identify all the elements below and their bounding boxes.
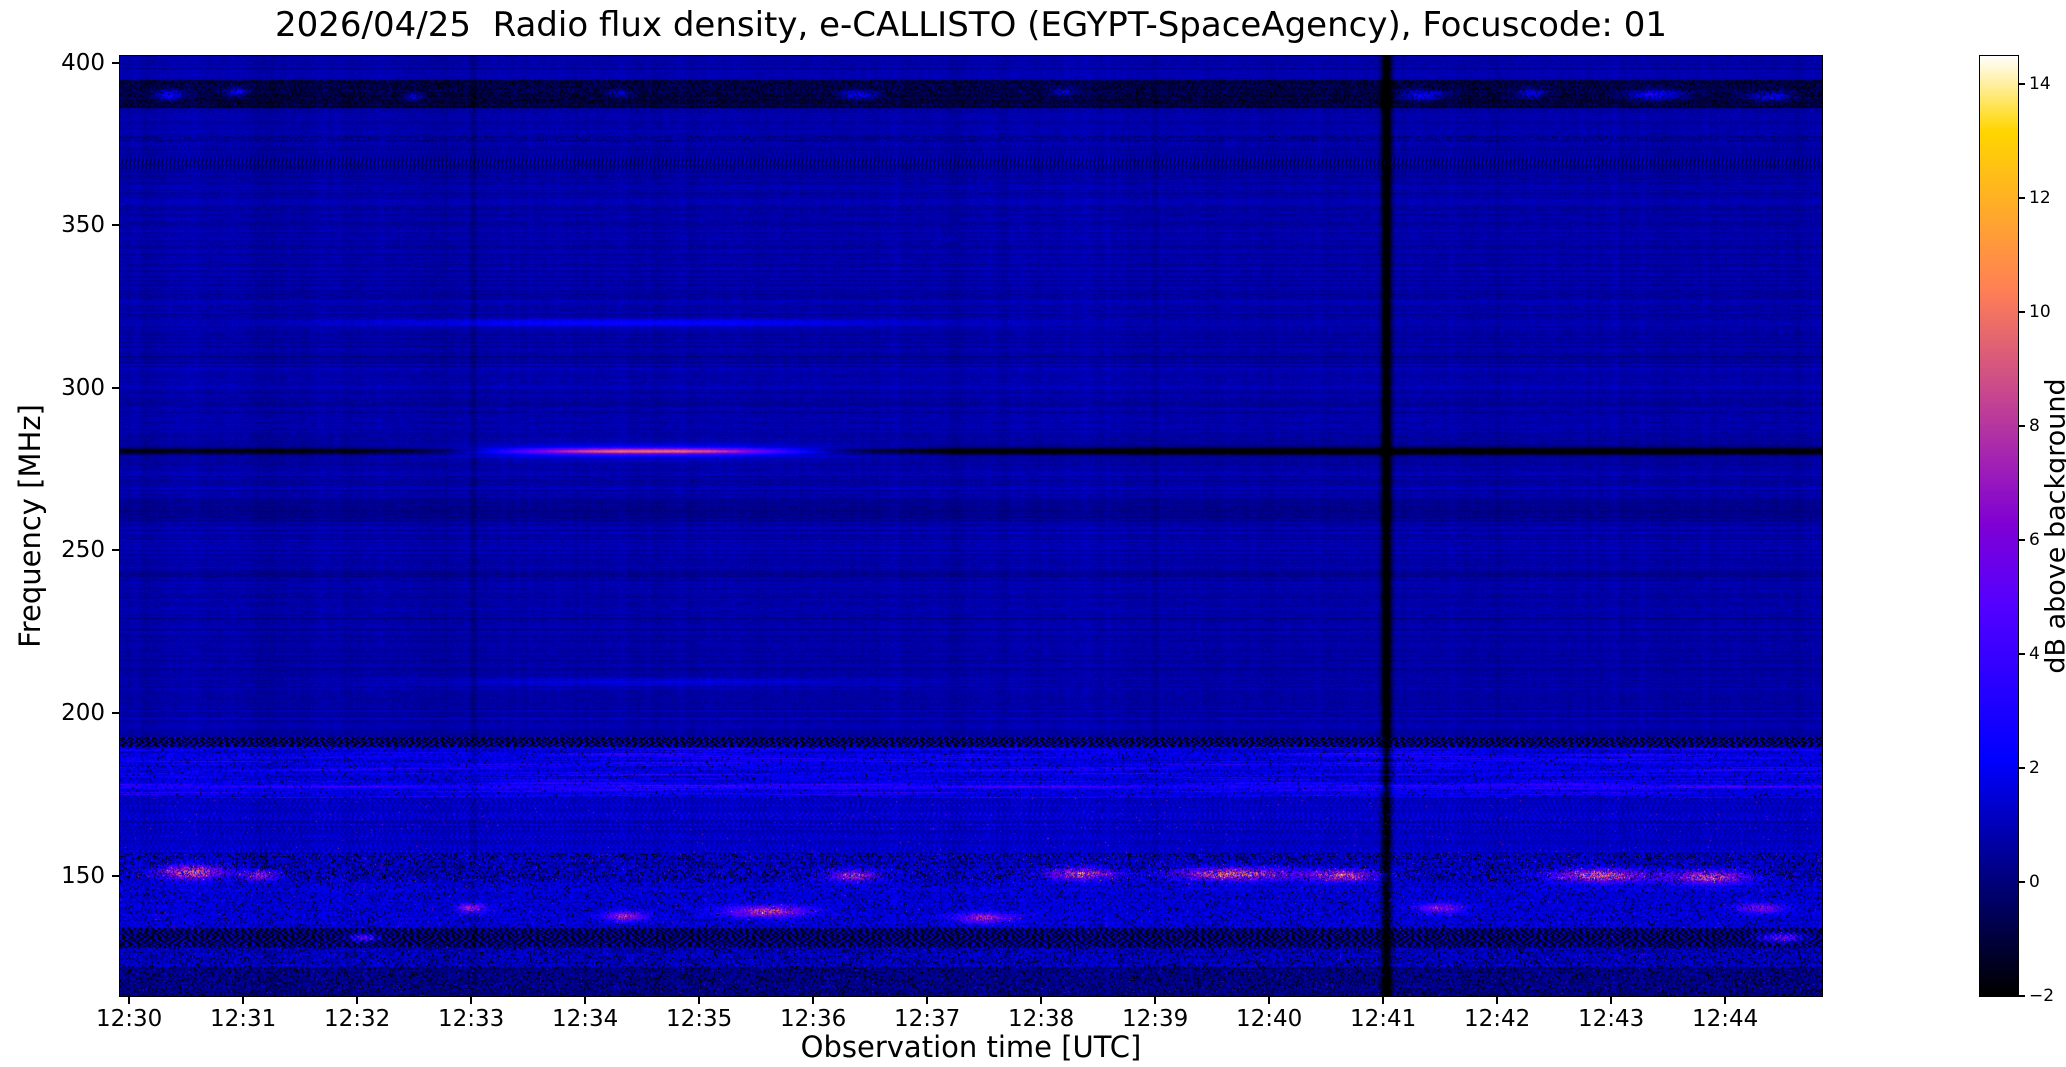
colorbar-tick-label: 2 xyxy=(2029,758,2040,779)
x-tick-mark xyxy=(698,996,701,1004)
colorbar-tick-label: 6 xyxy=(2029,530,2040,551)
x-tick-mark xyxy=(926,996,929,1004)
y-tick-mark xyxy=(112,386,120,389)
colorbar-tick-label: 8 xyxy=(2029,416,2040,437)
x-tick-label: 12:44 xyxy=(1691,1006,1759,1032)
colorbar-tick-mark xyxy=(2018,653,2025,656)
y-tick-mark xyxy=(112,549,120,552)
x-tick-label: 12:31 xyxy=(209,1006,277,1032)
x-tick-label: 12:32 xyxy=(323,1006,391,1032)
y-axis-label: Frequency [MHz] xyxy=(13,404,47,648)
colorbar-tick-mark xyxy=(2018,425,2025,428)
x-tick-mark xyxy=(242,996,245,1004)
x-tick-label: 12:33 xyxy=(437,1006,505,1032)
y-tick-mark xyxy=(112,61,120,64)
colorbar-tick-label: 10 xyxy=(2029,302,2051,323)
x-tick-label: 12:34 xyxy=(551,1006,619,1032)
y-tick-label: 350 xyxy=(61,212,105,239)
colorbar-tick-mark xyxy=(2018,995,2025,997)
colorbar-tick-label: 4 xyxy=(2029,644,2040,665)
x-tick-mark xyxy=(584,996,587,1004)
x-tick-label: 12:35 xyxy=(665,1006,733,1032)
x-tick-label: 12:38 xyxy=(1007,1006,1075,1032)
y-tick-label: 150 xyxy=(61,862,105,889)
y-tick-label: 400 xyxy=(61,49,105,76)
y-tick-mark xyxy=(112,874,120,877)
y-tick-mark xyxy=(112,224,120,227)
x-tick-label: 12:30 xyxy=(95,1006,163,1032)
colorbar-tick-label: 0 xyxy=(2029,872,2040,893)
colorbar-tick-label: −2 xyxy=(2029,986,2055,1006)
x-tick-mark xyxy=(128,996,131,1004)
x-tick-label: 12:42 xyxy=(1463,1006,1531,1032)
colorbar-tick-mark xyxy=(2018,539,2025,542)
y-tick-mark xyxy=(112,712,120,715)
colorbar-canvas xyxy=(1980,56,2018,996)
x-tick-label: 12:40 xyxy=(1235,1006,1303,1032)
spectrogram-canvas xyxy=(120,56,1822,996)
x-tick-mark xyxy=(1724,996,1727,1004)
x-tick-mark xyxy=(1040,996,1043,1004)
colorbar-tick-mark xyxy=(2018,881,2025,884)
x-tick-mark xyxy=(812,996,815,1004)
colorbar-tick-mark xyxy=(2018,197,2025,200)
x-axis-label: Observation time [UTC] xyxy=(800,1030,1142,1064)
x-tick-label: 12:43 xyxy=(1577,1006,1645,1032)
x-tick-label: 12:41 xyxy=(1349,1006,1417,1032)
colorbar-tick-label: 12 xyxy=(2029,188,2051,209)
x-tick-mark xyxy=(1382,996,1385,1004)
colorbar-tick-mark xyxy=(2018,767,2025,770)
colorbar-tick-mark xyxy=(2018,311,2025,314)
x-tick-mark xyxy=(1154,996,1157,1004)
chart-title: 2026/04/25 Radio flux density, e-CALLIST… xyxy=(275,5,1667,45)
x-tick-label: 12:39 xyxy=(1121,1006,1189,1032)
x-tick-mark xyxy=(1268,996,1271,1004)
colorbar-tick-mark xyxy=(2018,83,2025,86)
colorbar-tick-label: 14 xyxy=(2029,74,2051,95)
y-tick-label: 250 xyxy=(61,537,105,564)
x-tick-mark xyxy=(356,996,359,1004)
colorbar-label: dB above background xyxy=(2040,378,2066,674)
x-tick-mark xyxy=(1496,996,1499,1004)
y-tick-label: 300 xyxy=(61,374,105,401)
x-tick-mark xyxy=(470,996,473,1004)
x-tick-label: 12:37 xyxy=(893,1006,961,1032)
x-tick-label: 12:36 xyxy=(779,1006,847,1032)
x-tick-mark xyxy=(1610,996,1613,1004)
y-tick-label: 200 xyxy=(61,700,105,727)
